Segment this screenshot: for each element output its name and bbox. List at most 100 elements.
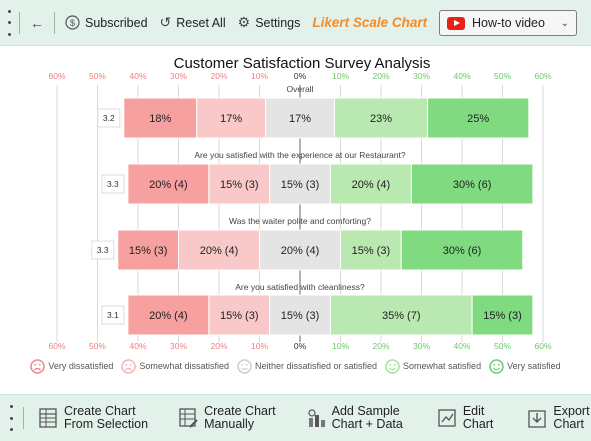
legend-item: Very dissatisfied — [30, 358, 113, 374]
sample-data-icon — [308, 409, 325, 427]
data-label: 15% (3) — [352, 245, 391, 257]
sad-face-icon — [121, 358, 137, 374]
axis-tick-label: 50% — [89, 341, 106, 351]
axis-tick-label: 0% — [294, 341, 307, 351]
bar-segment — [329, 163, 412, 205]
axis-tick-label: 30% — [413, 71, 430, 81]
bar-segment — [208, 163, 271, 205]
score-label: 3.1 — [107, 310, 119, 320]
category-label: Was the waiter polite and comforting? — [229, 216, 371, 226]
score-box — [101, 305, 125, 325]
youtube-icon — [447, 16, 465, 30]
score-box — [91, 240, 115, 260]
subscribed-button[interactable]: $ Subscribed — [59, 9, 154, 37]
data-label: 20% (4) — [149, 310, 188, 322]
score-box — [97, 108, 121, 128]
settings-button[interactable]: ⚙ Settings — [232, 9, 307, 37]
bar-segment — [123, 97, 198, 139]
axis-tick-label: 10% — [332, 341, 349, 351]
bar-segment — [329, 294, 473, 336]
edit-chart-button[interactable]: Edit Chart — [437, 404, 494, 431]
data-label: 25% — [467, 113, 489, 125]
axis-tick-label: 50% — [89, 71, 106, 81]
axis-tick-label: 40% — [129, 71, 146, 81]
data-label: 35% (7) — [382, 310, 421, 322]
neutral-face-icon — [237, 358, 252, 374]
chart-legend: Very dissatisfied Somewhat dissatisfied Ne… — [0, 356, 591, 376]
data-label: 15% (3) — [281, 179, 320, 191]
data-label: 23% — [370, 113, 392, 125]
data-label: 17% — [289, 113, 311, 125]
gear-icon: ⚙ — [237, 14, 251, 30]
data-label: 15% (3) — [483, 310, 522, 322]
subscribed-label: Subscribed — [85, 15, 148, 30]
export-chart-button[interactable]: Export Chart — [527, 405, 590, 431]
add-sample-chart-button[interactable]: Add Sample Chart + Data — [306, 405, 403, 431]
top-toolbar: ← $ Subscribed ↺ Reset All ⚙ Settings Li… — [0, 0, 591, 46]
data-label: 15% (3) — [281, 310, 320, 322]
happy-face-icon — [489, 358, 504, 374]
settings-label: Settings — [255, 15, 301, 30]
data-label: 15% (3) — [220, 310, 259, 322]
axis-tick-label: 10% — [251, 341, 268, 351]
data-label: 15% (3) — [220, 179, 259, 191]
svg-text:$: $ — [70, 18, 75, 28]
axis-tick-label: 60% — [48, 341, 65, 351]
bar-segment — [427, 97, 530, 139]
axis-tick-label: 20% — [372, 341, 389, 351]
axis-tick-label: 20% — [210, 71, 227, 81]
toolbar-grip-icon[interactable] — [5, 405, 17, 431]
edit-chart-label: Edit Chart — [462, 404, 494, 431]
axis-tick-label: 0% — [294, 71, 307, 81]
category-label: Are you satisfied with cleanliness? — [235, 282, 365, 292]
score-label: 3.3 — [107, 179, 119, 189]
legend-label: Very satisfied — [507, 361, 561, 371]
axis-tick-label: 20% — [372, 71, 389, 81]
legend-item: Very satisfied — [489, 358, 561, 374]
bar-segment — [400, 229, 524, 271]
axis-tick-label: 60% — [48, 71, 65, 81]
category-label: Overall — [287, 84, 314, 94]
toolbar-grip-icon[interactable] — [3, 9, 15, 36]
toolbar-divider — [23, 407, 24, 429]
legend-item: Neither dissatisfied or satisfied — [237, 358, 377, 374]
bar-segment — [410, 163, 534, 205]
bar-segment — [333, 97, 429, 139]
bar-segment — [127, 163, 210, 205]
bar-segment — [208, 294, 271, 336]
axis-tick-label: 40% — [453, 341, 470, 351]
data-label: 15% (3) — [129, 245, 168, 257]
axis-tick-label: 60% — [534, 71, 551, 81]
create-manual-label: Create Chart Manually — [204, 404, 276, 431]
axis-tick-label: 50% — [494, 71, 511, 81]
export-icon — [528, 410, 547, 428]
bar-segment — [265, 97, 335, 139]
data-label: 20% (4) — [281, 245, 320, 257]
chevron-down-icon: ⌄ — [560, 17, 569, 29]
axis-tick-label: 60% — [534, 341, 551, 351]
edit-chart-icon — [438, 409, 456, 427]
axis-tick-label: 10% — [251, 71, 268, 81]
reset-all-button[interactable]: ↺ Reset All — [154, 9, 232, 37]
create-chart-from-selection-button[interactable]: Create Chart From Selection — [38, 405, 148, 431]
score-box — [101, 174, 125, 194]
score-label: 3.3 — [97, 245, 109, 255]
axis-tick-label: 30% — [170, 71, 187, 81]
chart-title: Customer Satisfaction Survey Analysis — [174, 55, 431, 72]
toolbar-divider — [54, 11, 55, 34]
score-label: 3.2 — [103, 113, 115, 123]
table-icon — [39, 408, 57, 428]
dollar-circle-icon: $ — [65, 15, 80, 30]
app-brand: Likert Scale Chart — [312, 15, 428, 30]
howto-label: How-to video — [472, 16, 545, 30]
add-sample-label: Add Sample Chart + Data — [331, 404, 403, 431]
bar-segment — [127, 294, 210, 336]
howto-video-dropdown[interactable]: How-to video ⌄ — [439, 10, 577, 36]
back-button[interactable]: ← — [24, 9, 50, 37]
axis-tick-label: 30% — [413, 341, 430, 351]
axis-tick-label: 30% — [170, 341, 187, 351]
data-label: 20% (4) — [149, 179, 188, 191]
toolbar-divider — [19, 11, 20, 34]
create-chart-manually-button[interactable]: Create Chart Manually — [178, 405, 276, 431]
legend-label: Somewhat dissatisfied — [139, 361, 229, 371]
